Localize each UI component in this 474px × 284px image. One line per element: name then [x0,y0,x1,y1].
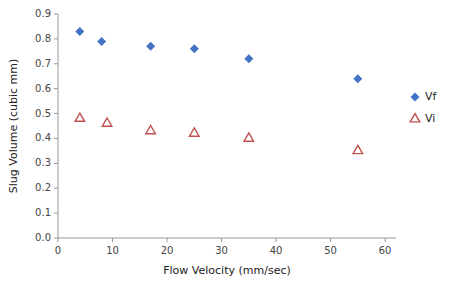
point [97,37,106,46]
y-tick [54,14,58,15]
y-tick-label: 0.8 [35,33,51,44]
x-tick [330,238,331,242]
point [146,125,156,133]
x-tick [221,238,222,242]
legend-label: Vi [425,112,435,125]
point [190,44,199,53]
x-tick-label: 10 [106,245,119,256]
x-axis-label: Flow Velocity (mm/sec) [163,264,291,277]
x-tick [167,238,168,242]
x-tick-label: 50 [324,245,337,256]
point [75,113,85,121]
y-tick-label: 0.5 [35,108,51,119]
x-tick [112,238,113,242]
legend: Vf Vi [410,90,437,125]
y-tick [54,88,58,89]
y-tick-label: 0.2 [35,182,51,193]
y-axis-line [58,14,59,238]
legend-label: Vf [425,90,438,103]
y-tick [54,138,58,139]
y-tick-label: 0.0 [35,232,51,243]
point [244,54,253,63]
data-points [75,27,363,154]
point [353,145,363,153]
chart-container: 0.0 0.1 0.2 0.3 0.4 0.5 0.6 0.7 0.8 0.9 0 10 20 30 40 5… [0,0,474,284]
chart-svg: 0.0 0.1 0.2 0.3 0.4 0.5 0.6 0.7 0.8 0.9 0 10 20 30 40 5… [0,0,474,284]
x-tick-label: 30 [215,245,228,256]
y-axis-label: Slug Volume (cubic mm) [7,59,20,194]
y-tick-label: 0.3 [35,157,51,168]
legend-marker [411,93,420,102]
point [353,74,362,83]
y-tick [54,163,58,164]
y-tick-label: 0.1 [35,207,51,218]
x-tick-label: 60 [379,245,392,256]
point [146,42,155,51]
x-tick [385,238,386,242]
point [102,118,112,126]
y-tick-label: 0.4 [35,132,51,143]
y-tick [54,213,58,214]
series-1 [75,113,363,154]
point [190,128,200,136]
x-tick-label: 20 [161,245,174,256]
y-tick [54,238,58,239]
axes: 0.0 0.1 0.2 0.3 0.4 0.5 0.6 0.7 0.8 0.9 0 10 20 30 40 5… [35,8,396,256]
point [244,133,254,141]
y-tick [54,113,58,114]
point [75,27,84,36]
y-tick [54,188,58,189]
y-tick-label: 0.6 [35,83,51,94]
series-0 [75,27,362,83]
x-tick [276,238,277,242]
y-tick [54,63,58,64]
x-tick-label: 40 [270,245,283,256]
y-tick-label: 0.9 [35,8,51,19]
x-axis-line [58,238,396,239]
legend-marker [410,114,420,122]
x-tick-label: 0 [55,245,61,256]
x-tick [58,238,59,242]
y-tick [54,38,58,39]
y-tick-label: 0.7 [35,58,51,69]
